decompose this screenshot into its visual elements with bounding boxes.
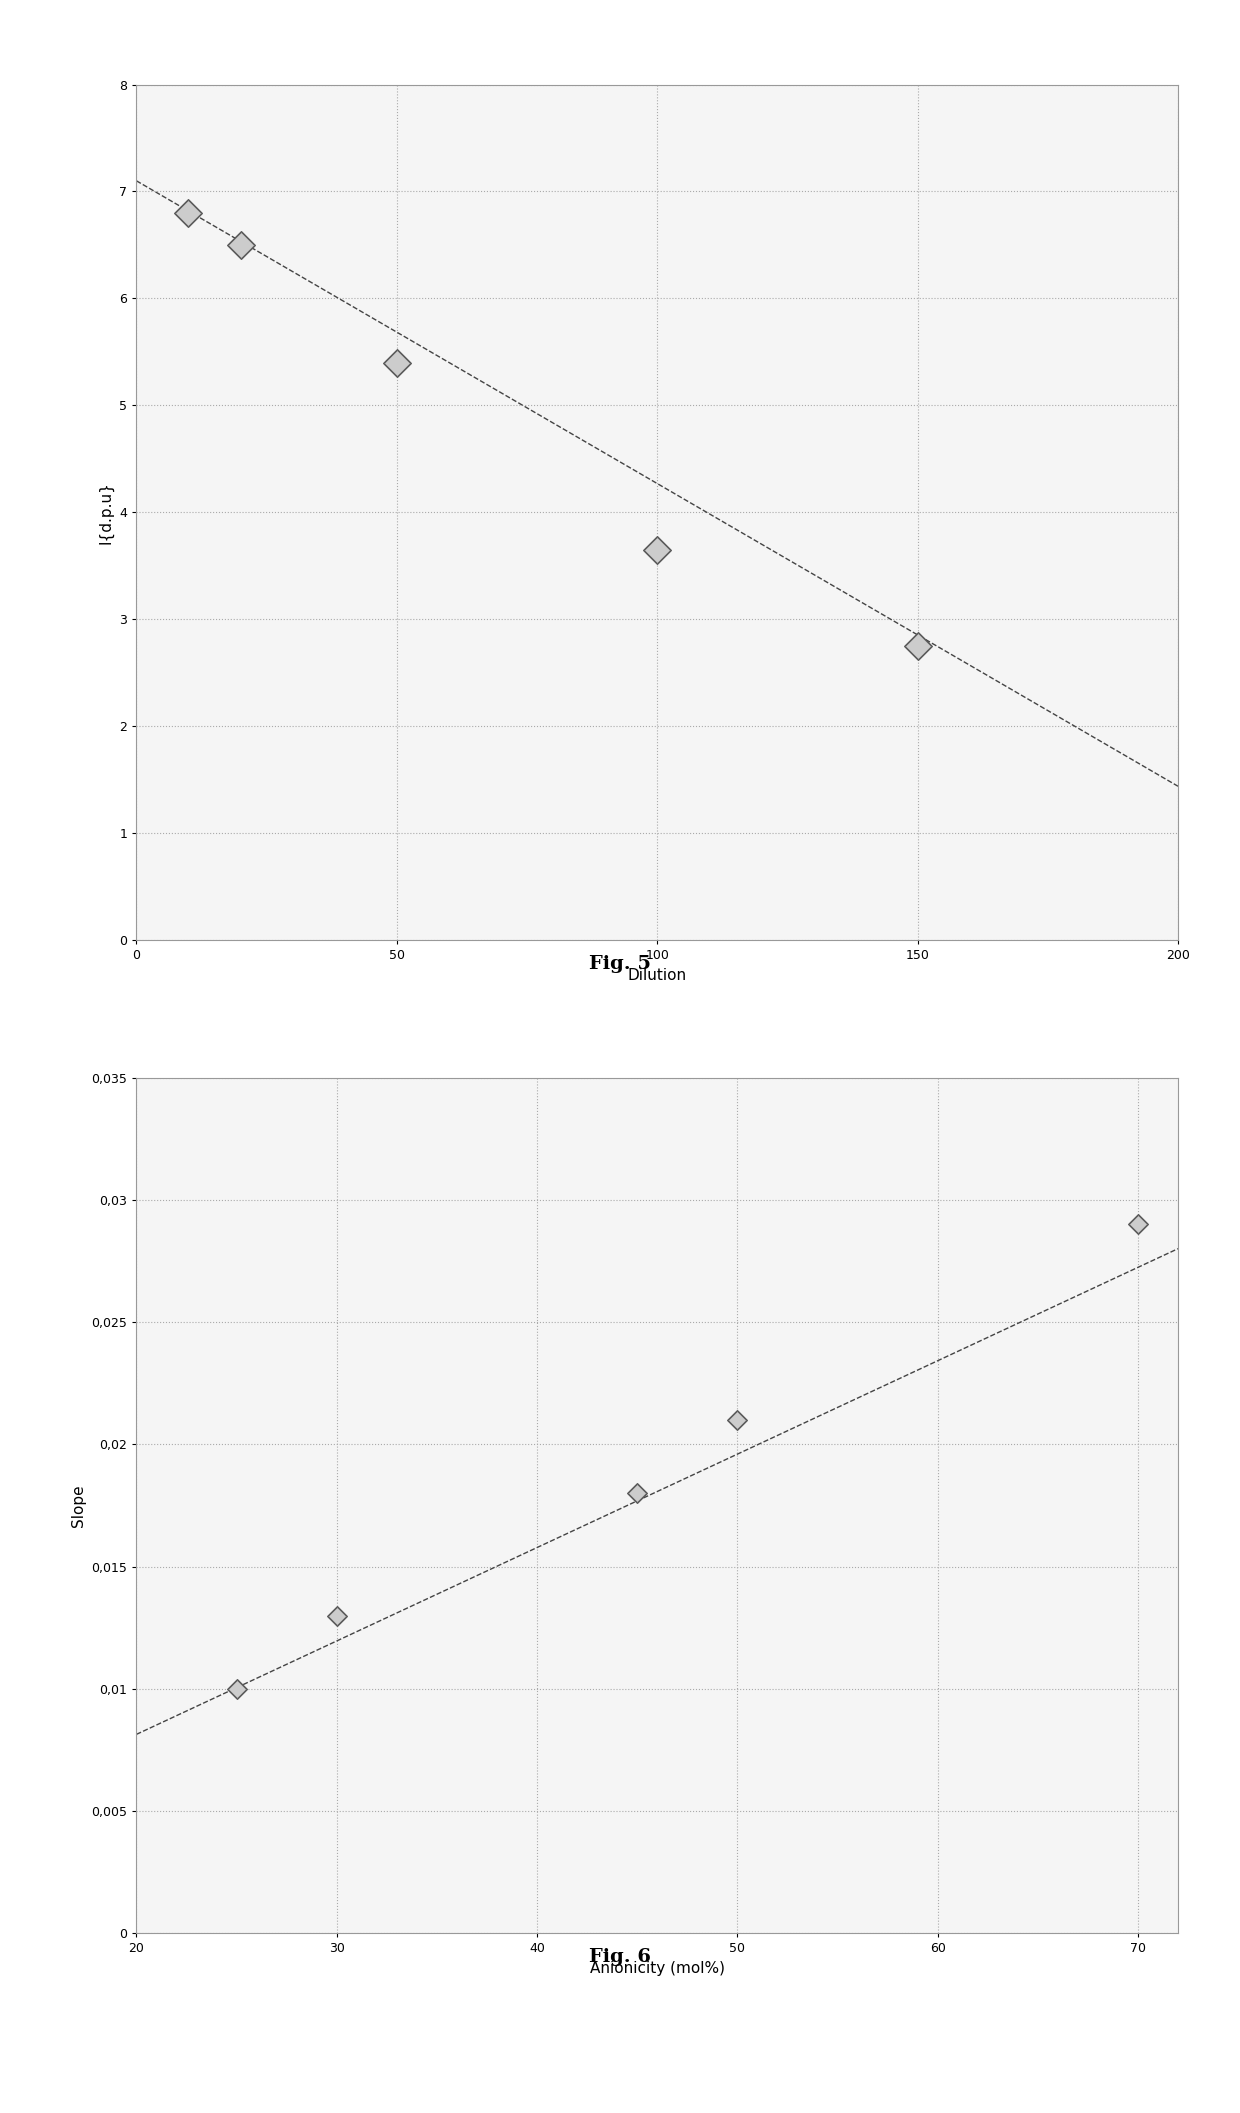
X-axis label: Anionicity (mol%): Anionicity (mol%) xyxy=(590,1961,724,1976)
Text: Fig. 6: Fig. 6 xyxy=(589,1948,651,1967)
Y-axis label: I{d.p.u}: I{d.p.u} xyxy=(99,482,114,543)
Text: Fig. 5: Fig. 5 xyxy=(589,955,651,974)
Y-axis label: Slope: Slope xyxy=(71,1483,86,1528)
X-axis label: Dilution: Dilution xyxy=(627,968,687,983)
